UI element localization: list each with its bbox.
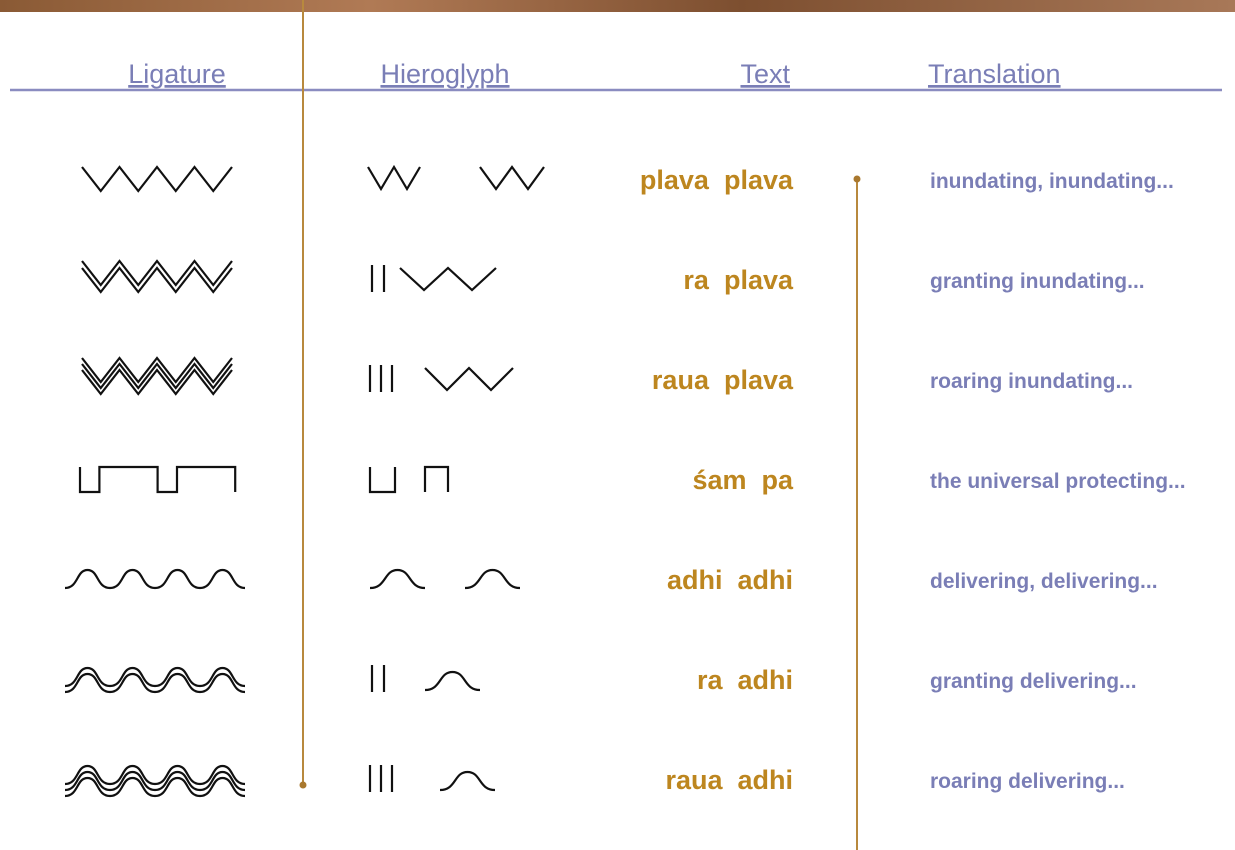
glyph-stroke	[424, 670, 481, 692]
translation: granting inundating...	[930, 270, 1145, 293]
sanskrit-text: raua plava	[652, 365, 794, 395]
glyph-stroke	[81, 259, 233, 287]
translation: the universal protecting...	[930, 470, 1186, 493]
translation: inundating, inundating...	[930, 170, 1174, 193]
glyph-stroke	[439, 770, 496, 792]
glyph-stroke	[368, 467, 397, 494]
glyph-stroke	[423, 465, 450, 492]
column-header: Hieroglyph	[380, 59, 509, 89]
sanskrit-text: plava plava	[640, 165, 794, 195]
glyph-stroke	[367, 164, 421, 192]
glyph-stroke	[64, 568, 246, 590]
divider-dot	[853, 175, 861, 183]
sanskrit-text: raua adhi	[665, 765, 793, 795]
sanskrit-text: ra plava	[683, 265, 794, 295]
glyph-stroke	[64, 666, 246, 688]
glyph-stroke	[399, 266, 497, 292]
glyph-stroke	[78, 465, 237, 494]
column-header: Text	[740, 59, 790, 89]
glyph-stroke	[369, 568, 426, 590]
glyph-stroke	[64, 770, 246, 792]
glyphs	[64, 164, 545, 798]
glyph-stroke	[81, 266, 233, 294]
translation: roaring inundating...	[930, 370, 1133, 393]
glyph-stroke	[464, 568, 521, 590]
glyph-stroke	[81, 362, 233, 390]
glyph-stroke	[81, 356, 233, 384]
translation: granting delivering...	[930, 670, 1137, 693]
glyph-stroke	[479, 165, 545, 191]
banner-texture	[0, 0, 1235, 12]
sanskrit-text: śam pa	[692, 465, 794, 495]
column-header: Ligature	[128, 59, 226, 89]
glyph-stroke	[81, 165, 233, 193]
divider-dot	[299, 781, 307, 789]
glyph-stroke	[64, 672, 246, 694]
glyph-stroke	[64, 776, 246, 798]
sanskrit-text: ra adhi	[697, 665, 793, 695]
translation: delivering, delivering...	[930, 570, 1158, 593]
translation: roaring delivering...	[930, 770, 1125, 793]
sanskrit-text: adhi adhi	[667, 565, 793, 595]
glyph-stroke	[81, 368, 233, 396]
glyph-stroke	[64, 764, 246, 786]
glyph-stroke	[424, 366, 514, 392]
column-header: Translation	[928, 59, 1061, 89]
